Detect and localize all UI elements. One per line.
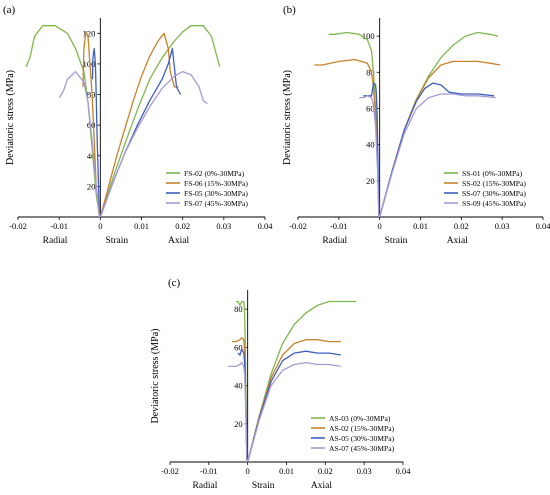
- panel-0-x-tick-label: 0.04: [258, 221, 274, 231]
- panel-2-x-tick-label: -0.01: [200, 466, 218, 476]
- panel-0-x-tick-label: -0.02: [9, 221, 27, 231]
- panel-0-series-1-radial-line: [82, 31, 101, 218]
- panel-0-x-tick-label: 0: [98, 221, 102, 231]
- panel-2-legend-label: AS-02 (15%-30MPa): [329, 424, 395, 433]
- panel-2-legend-label: AS-03 (0%-30MPa): [329, 414, 391, 423]
- panel-1-y-tick-label: 100: [362, 31, 375, 41]
- panel-0-x-tick-label: -0.01: [50, 221, 68, 231]
- panel-1-ylabel: Deviatoric stress (MPa): [282, 70, 293, 165]
- panel-2-xlabel-strain: Strain: [252, 481, 275, 491]
- panel-1-series-2-axial-line: [379, 82, 495, 218]
- panel-2-xlabel-radial: Radial: [193, 481, 218, 491]
- panel-2-y-tick-label: 80: [234, 304, 243, 314]
- panel-0-xlabel-radial: Radial: [43, 236, 68, 246]
- panel-2-x-tick-label: 0.02: [318, 466, 333, 476]
- panel-0-x-tick-label: 0.03: [216, 221, 231, 231]
- panel-0-y-tick-label: 20: [87, 181, 96, 191]
- panel-0-xlabel-axial: Axial: [168, 236, 189, 246]
- panel-0-series-1-axial-line: [99, 32, 179, 218]
- panel-0-y-tick-label: 100: [83, 59, 96, 69]
- panel-1-xlabel-radial: Radial: [322, 236, 347, 246]
- panel-2-x-tick-label: 0.01: [279, 466, 294, 476]
- panel-2-series-3-radial-line: [228, 361, 248, 463]
- panel-1-x-tick-label: 0.01: [413, 221, 428, 231]
- panel-1-x-tick-label: 0: [378, 221, 382, 231]
- panel-0-y-tick-label: 120: [83, 28, 96, 38]
- panel-2-x-tick-label: 0.03: [357, 466, 372, 476]
- panel-2-x-tick-label: -0.02: [161, 466, 179, 476]
- panel-1-legend-label: SS-09 (45%-30MPa): [462, 199, 526, 208]
- panel-1-x-tick-label: 0.04: [536, 221, 550, 231]
- panel-0-series-2-radial-line: [91, 47, 101, 218]
- panel-2-x-tick-label: 0.04: [396, 466, 412, 476]
- panel-1-legend-label: SS-01 (0%-30MPa): [462, 169, 523, 178]
- panel-2-legend-label: AS-05 (30%-30MPa): [329, 434, 395, 443]
- panel-0-x-tick-label: 0.02: [175, 221, 190, 231]
- panel-0-series-3-radial-line: [58, 70, 101, 218]
- panel-1-x-tick-label: 0.03: [495, 221, 510, 231]
- panel-2-y-tick-label: 40: [234, 381, 243, 391]
- panel-1-x-tick-label: 0.02: [454, 221, 469, 231]
- panel-1-series-3-axial-line: [379, 93, 497, 218]
- panel-2-ylabel: Deviatoric stress (MPa): [150, 329, 161, 424]
- panel-2-panel-label: (c): [168, 277, 181, 289]
- panel-0-series-3-axial-line: [99, 70, 208, 218]
- panel-2-y-tick-label: 20: [234, 419, 243, 429]
- panel-2-legend-label: AS-07 (45%-30MPa): [329, 444, 395, 453]
- panel-1-x-tick-label: -0.01: [330, 221, 348, 231]
- panel-0-legend-label: FS-06 (15%-30MPa): [184, 179, 248, 188]
- panel-2-x-tick-label: 0: [246, 466, 250, 476]
- panel-2-series-2-axial-line: [247, 350, 342, 463]
- panel-1-legend-label: SS-07 (30%-30MPa): [462, 189, 526, 198]
- panel-2-series-1-axial-line: [247, 339, 341, 463]
- panel-1-series-3-radial-line: [359, 95, 380, 218]
- panel-2-series-3-axial-line: [247, 361, 342, 463]
- panel-1-y-tick-label: 60: [366, 103, 375, 113]
- panel-0-series-0-axial-line: [99, 25, 221, 218]
- panel-0-panel-label: (a): [3, 4, 16, 16]
- panel-1-y-tick-label: 20: [366, 176, 375, 186]
- panel-1-x-tick-label: -0.02: [289, 221, 307, 231]
- panel-0-series-0-radial-line: [25, 25, 101, 218]
- panel-0-x-tick-label: 0.01: [134, 221, 149, 231]
- panel-1-legend-label: SS-02 (15%-30MPa): [462, 179, 526, 188]
- panel-1-series-1-radial-line: [314, 58, 380, 218]
- panel-1-y-tick-label: 80: [366, 67, 375, 77]
- panel-0-y-tick-label: 80: [87, 90, 96, 100]
- panel-0-legend-label: FS-02 (0%-30MPa): [184, 169, 245, 178]
- panel-1-xlabel-axial: Axial: [447, 236, 468, 246]
- panel-0-ylabel: Deviatoric stress (MPa): [5, 70, 16, 165]
- panel-2-y-tick-label: 60: [234, 342, 243, 352]
- panel-1-xlabel-strain: Strain: [385, 236, 408, 246]
- panel-0-xlabel-strain: Strain: [105, 236, 128, 246]
- panel-1-y-tick-label: 40: [366, 140, 375, 150]
- panel-0-y-tick-label: 40: [87, 151, 96, 161]
- panel-0-series-2-axial-line: [99, 47, 182, 218]
- panel-2-xlabel-axial: Axial: [311, 481, 332, 491]
- panel-0-legend-label: FS-05 (30%-30MPa): [184, 189, 248, 198]
- panel-1-panel-label: (b): [283, 4, 296, 16]
- panel-0-legend-label: FS-07 (45%-30MPa): [184, 199, 248, 208]
